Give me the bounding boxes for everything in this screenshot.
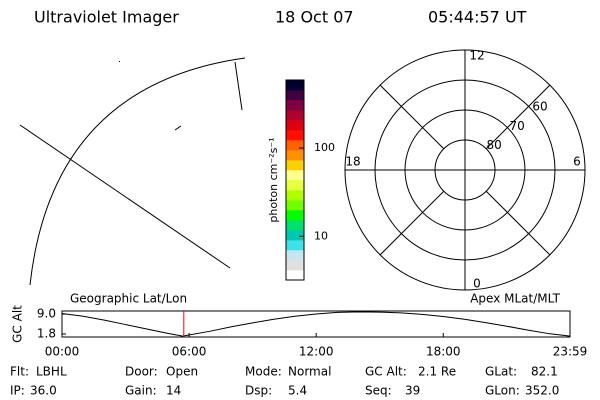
colorbar-tick-label: 100	[314, 141, 335, 154]
y-tick-label: 9.0	[37, 307, 56, 321]
mlt-label: 0	[473, 277, 481, 291]
x-tick-label: 06:00	[172, 345, 207, 359]
colorbar-label: photon cm⁻²s⁻¹	[267, 137, 280, 222]
info-label: Flt:	[10, 365, 29, 379]
color-step	[286, 200, 304, 211]
grid-line-geo	[234, 61, 243, 111]
geographic-map	[19, 57, 246, 286]
colorbar-tick-label: 10	[314, 229, 328, 242]
color-step	[286, 190, 304, 201]
info-value: 5.4	[288, 384, 307, 398]
color-step	[286, 230, 304, 241]
color-step	[286, 210, 304, 221]
grid-line-geo	[19, 124, 231, 269]
lat-label: 80	[486, 138, 501, 152]
info-value: Normal	[288, 365, 331, 379]
info-label: Seq:	[365, 384, 392, 398]
x-tick-label: 12:00	[299, 345, 334, 359]
polar-diagonal	[379, 84, 445, 150]
color-step	[286, 220, 304, 231]
color-step	[286, 90, 304, 101]
info-value: 82.1	[531, 365, 558, 379]
color-step	[286, 150, 304, 161]
color-step	[286, 130, 304, 141]
polar-diagonal	[485, 84, 551, 150]
limb-arc	[29, 57, 246, 286]
info-label: Mode:	[245, 365, 282, 379]
color-step	[286, 250, 304, 261]
x-tick-label: 23:59	[553, 345, 588, 359]
color-step	[286, 100, 304, 111]
panel-label-left: Geographic Lat/Lon	[70, 292, 187, 306]
x-tick-label: 18:00	[426, 345, 461, 359]
color-step	[286, 170, 304, 181]
title: Ultraviolet Imager	[34, 8, 179, 27]
info-value: LBHL	[36, 365, 67, 379]
date: 18 Oct 07	[275, 8, 354, 27]
color-step	[286, 140, 304, 151]
info-label: Gain:	[125, 384, 157, 398]
info-label: Dsp:	[245, 384, 272, 398]
color-step	[286, 240, 304, 251]
mlt-label: 12	[469, 49, 484, 63]
color-step	[286, 180, 304, 191]
info-value: 39	[405, 384, 420, 398]
lat-label: 60	[532, 100, 547, 114]
polar-diagonal	[485, 190, 551, 256]
altitude-line	[61, 311, 571, 337]
polar-diagonal	[379, 190, 445, 256]
color-step	[286, 160, 304, 171]
info-value: Open	[166, 365, 198, 379]
info-label: GLat:	[485, 365, 517, 379]
colorbar-frame	[285, 79, 305, 281]
color-step	[286, 80, 304, 91]
lat-label: 70	[509, 119, 524, 133]
color-step	[286, 110, 304, 121]
mlt-label: 18	[345, 155, 360, 169]
mlt-label: 6	[573, 155, 581, 169]
dot	[119, 61, 120, 62]
info-label: Door:	[125, 365, 158, 379]
color-step	[286, 270, 304, 281]
grid-line-geo	[174, 125, 182, 131]
info-label: IP:	[10, 384, 25, 398]
panel-label-right: Apex MLat/MLT	[470, 292, 560, 306]
x-tick-label: 00:00	[45, 345, 80, 359]
info-value: 2.1 Re	[418, 365, 456, 379]
time: 05:44:57 UT	[428, 8, 527, 27]
y-tick-label: 1.8	[37, 326, 56, 340]
info-value: 352.0	[525, 384, 559, 398]
color-step	[286, 260, 304, 271]
info-value: 36.0	[30, 384, 57, 398]
info-label: GLon:	[485, 384, 520, 398]
y-axis-title: GC Alt	[11, 305, 25, 343]
color-step	[286, 120, 304, 131]
info-label: GC Alt:	[365, 365, 407, 379]
info-value: 14	[166, 384, 181, 398]
